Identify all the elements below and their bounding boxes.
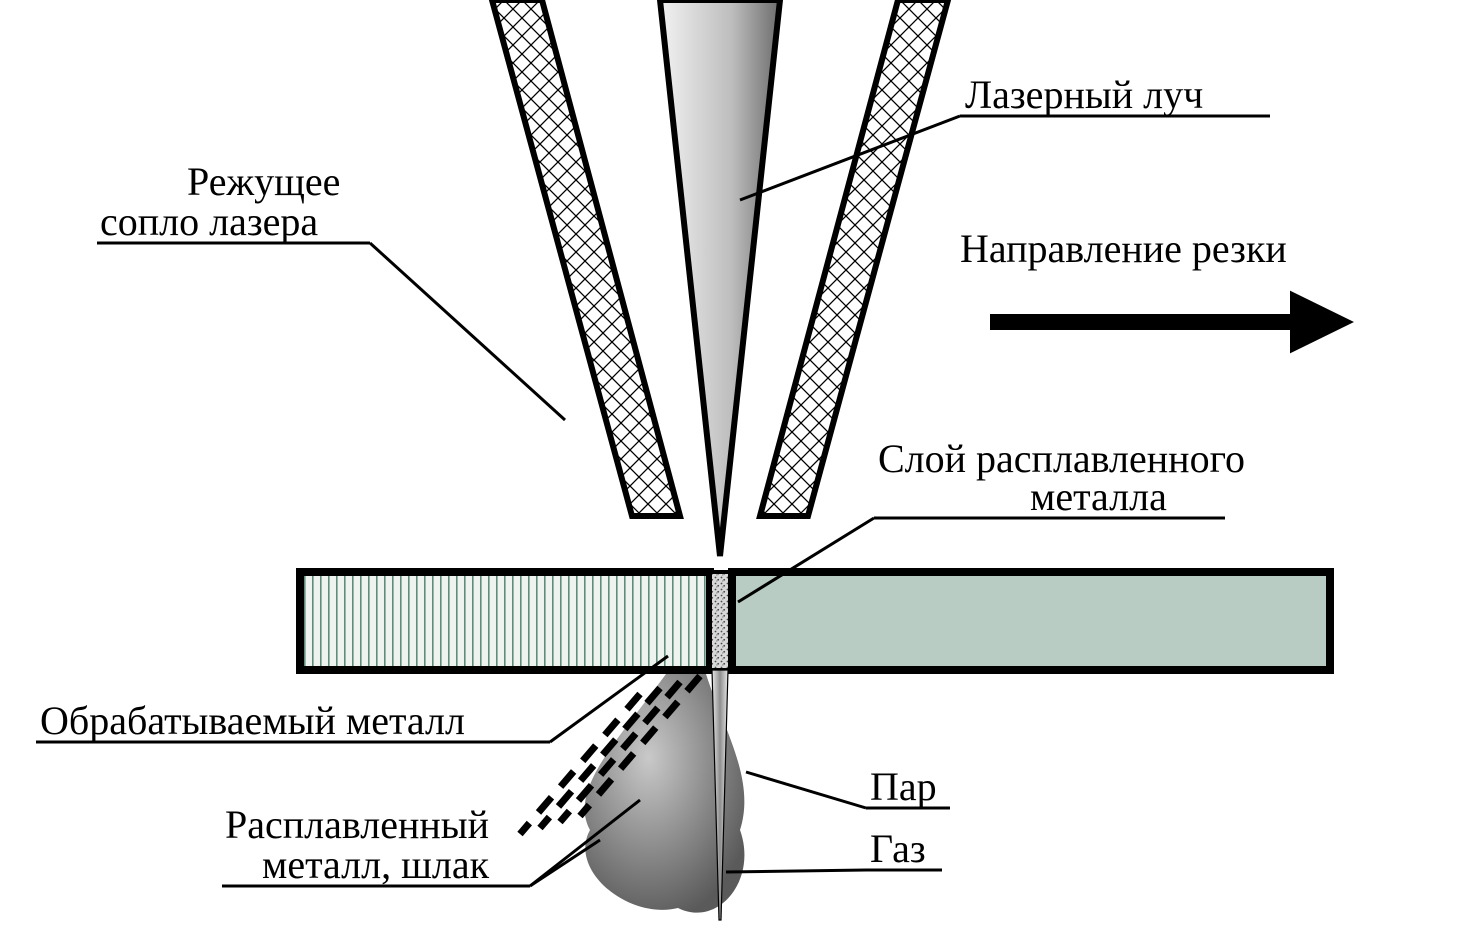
nozzle-wall xyxy=(492,0,680,516)
label-nozzle-l1: Режущее xyxy=(187,159,340,204)
label-gas: Газ xyxy=(870,826,926,871)
label-vapor: Пар xyxy=(870,764,937,809)
laser-beam xyxy=(660,0,780,556)
label-splash-l2: металл, шлак xyxy=(262,842,490,887)
label-splash-l1: Расплавленный xyxy=(225,802,489,847)
label-workpiece: Обрабатываемый металл xyxy=(40,698,465,743)
leader-line xyxy=(370,243,565,420)
workpiece-uncut xyxy=(732,572,1330,670)
label-nozzle-l2: сопло лазера xyxy=(100,199,318,244)
label-direction: Направление резки xyxy=(960,226,1287,271)
leader-line xyxy=(726,870,866,872)
label-laser-beam: Лазерный луч xyxy=(965,72,1203,117)
label-molten-l2: металла xyxy=(1030,474,1167,519)
leader-line xyxy=(746,772,866,808)
workpiece-processed xyxy=(300,572,710,670)
direction-arrow-head xyxy=(1290,291,1354,354)
